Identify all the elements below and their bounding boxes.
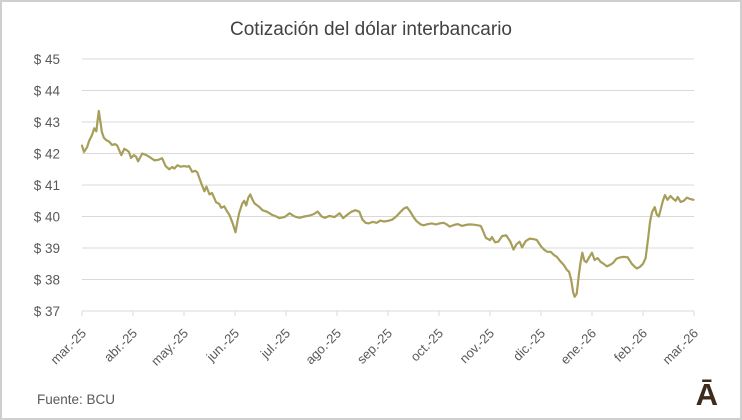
x-tick-label: oct.-25 xyxy=(407,326,446,365)
x-tick-label: feb.-26 xyxy=(611,326,650,365)
x-tick-label: jun.-25 xyxy=(203,326,242,365)
x-tick-label: may.-25 xyxy=(148,326,191,369)
x-tick-label: ago.-25 xyxy=(302,326,344,368)
x-tick-label: mar.-26 xyxy=(659,326,701,368)
y-tick-label: $ 45 xyxy=(34,52,60,67)
y-tick-label: $ 43 xyxy=(34,115,60,130)
chart-title: Cotización del dólar interbancario xyxy=(230,19,512,40)
x-tick-label: nov.-25 xyxy=(457,326,498,367)
x-tick-label: ene.-26 xyxy=(557,326,599,368)
x-tick-label: dic.-25 xyxy=(510,326,548,364)
y-tick-label: $ 37 xyxy=(34,304,60,319)
y-tick-label: $ 41 xyxy=(34,178,60,193)
y-tick-label: $ 38 xyxy=(34,273,60,288)
x-tick-label: abr.-25 xyxy=(101,326,140,365)
y-tick-label: $ 40 xyxy=(34,210,60,225)
x-tick-label: jul.-25 xyxy=(257,326,293,362)
x-tick-label: mar.-25 xyxy=(47,326,89,368)
y-tick-label: $ 44 xyxy=(34,84,61,99)
y-tick-label: $ 39 xyxy=(34,241,60,256)
x-tick-label: sep.-25 xyxy=(354,326,395,367)
source-label: Fuente: BCU xyxy=(37,392,116,407)
y-tick-label: $ 42 xyxy=(34,147,60,162)
series-line xyxy=(80,109,695,298)
brand-logo: Ā xyxy=(695,377,718,412)
